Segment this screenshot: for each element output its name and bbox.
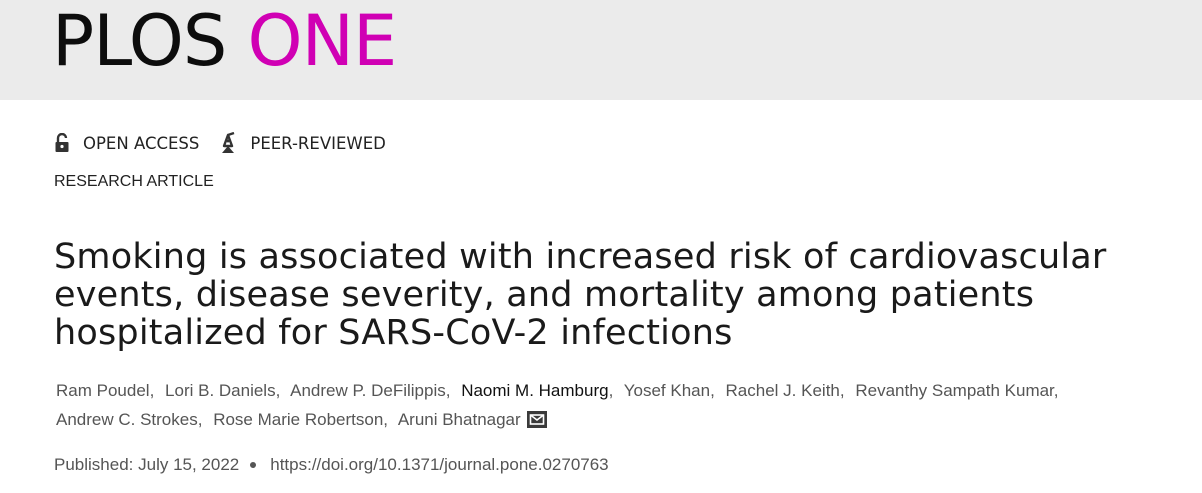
peer-reviewed-label: PEER-REVIEWED [250, 133, 386, 153]
article-badges: OPEN ACCESS PEER-REVIEWED [54, 131, 406, 155]
logo-one: ONE [247, 0, 398, 82]
author-name[interactable]: Andrew P. DeFilippis [290, 381, 446, 400]
publication-info: Published: July 15, 2022 https://doi.org… [54, 455, 609, 475]
logo-plos: PLOS [52, 0, 227, 82]
author-name[interactable]: Andrew C. Strokes [56, 410, 198, 429]
doi-link[interactable]: https://doi.org/10.1371/journal.pone.027… [270, 455, 609, 474]
author-name[interactable]: Yosef Khan [623, 381, 711, 400]
masthead: PLOS ONE [0, 0, 1202, 100]
author-name[interactable]: Rachel J. Keith [725, 381, 840, 400]
author-name[interactable]: Lori B. Daniels [165, 381, 276, 400]
peer-reviewed-icon [222, 132, 235, 153]
open-access-label: OPEN ACCESS [83, 133, 200, 153]
corresponding-author-mail-icon[interactable] [526, 411, 547, 428]
author-name[interactable]: Naomi M. Hamburg [461, 381, 609, 400]
published-date: Published: July 15, 2022 [54, 455, 240, 474]
author-name[interactable]: Rose Marie Robertson [213, 410, 384, 429]
open-access-badge[interactable]: OPEN ACCESS [54, 133, 199, 153]
article-title: Smoking is associated with increased ris… [54, 237, 1107, 353]
author-name[interactable]: Revanthy Sampath Kumar [855, 381, 1054, 400]
plos-one-logo[interactable]: PLOS ONE [52, 0, 398, 82]
separator-dot [250, 462, 257, 468]
author-list: Ram Poudel, Lori B. Daniels, Andrew P. D… [56, 381, 1059, 429]
open-lock-icon [55, 133, 69, 152]
author-name[interactable]: Aruni Bhatnagar [397, 410, 521, 429]
article-type: RESEARCH ARTICLE [54, 173, 214, 190]
author-name[interactable]: Ram Poudel [56, 381, 150, 400]
peer-reviewed-badge[interactable]: PEER-REVIEWED [219, 132, 386, 154]
